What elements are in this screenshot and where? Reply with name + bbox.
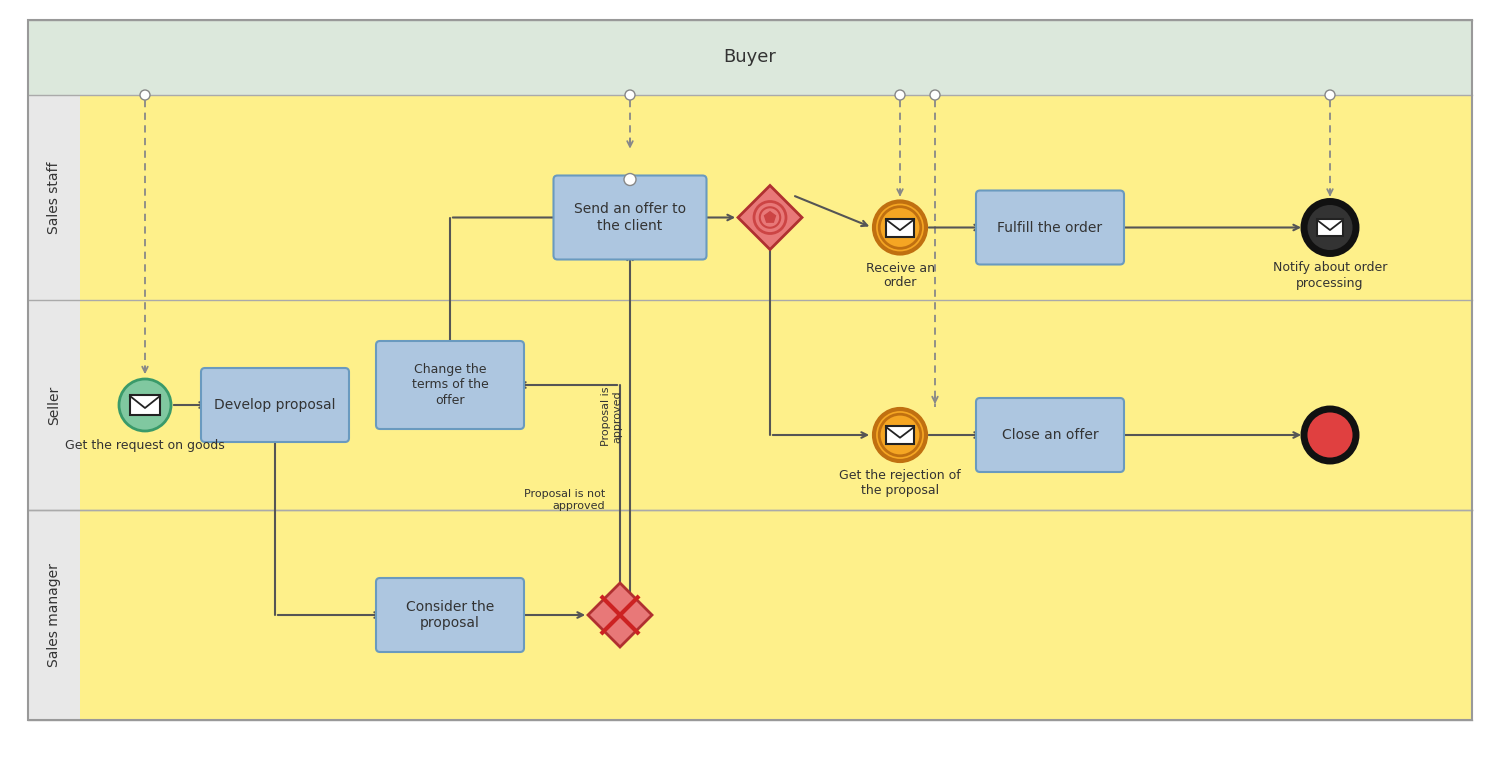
Text: Receive an
order: Receive an order bbox=[865, 262, 934, 289]
Circle shape bbox=[896, 90, 904, 100]
Polygon shape bbox=[738, 186, 802, 249]
Text: Seller: Seller bbox=[46, 385, 62, 425]
Circle shape bbox=[1304, 201, 1356, 254]
Circle shape bbox=[626, 90, 634, 100]
Text: Get the rejection of
the proposal: Get the rejection of the proposal bbox=[839, 469, 962, 497]
FancyBboxPatch shape bbox=[554, 176, 706, 259]
Bar bbox=[28, 95, 1472, 720]
FancyBboxPatch shape bbox=[376, 578, 524, 652]
Text: Get the request on goods: Get the request on goods bbox=[64, 439, 225, 452]
Text: Buyer: Buyer bbox=[723, 49, 777, 67]
FancyBboxPatch shape bbox=[976, 190, 1124, 265]
Bar bbox=[130, 395, 160, 415]
Bar bbox=[886, 218, 914, 237]
Text: Develop proposal: Develop proposal bbox=[214, 398, 336, 412]
Text: Consider the
proposal: Consider the proposal bbox=[406, 600, 494, 630]
Circle shape bbox=[140, 90, 150, 100]
Polygon shape bbox=[588, 583, 652, 647]
Text: Fulfill the order: Fulfill the order bbox=[998, 221, 1102, 235]
Bar bbox=[28, 95, 80, 720]
Bar bbox=[886, 426, 914, 444]
Text: Proposal is
approved: Proposal is approved bbox=[602, 386, 622, 446]
Text: Sales manager: Sales manager bbox=[46, 563, 62, 667]
Circle shape bbox=[1304, 409, 1356, 461]
Text: Sales staff: Sales staff bbox=[46, 161, 62, 234]
Circle shape bbox=[1324, 90, 1335, 100]
FancyBboxPatch shape bbox=[376, 341, 524, 429]
Text: Notify about order
processing: Notify about order processing bbox=[1274, 262, 1388, 289]
Circle shape bbox=[930, 90, 940, 100]
FancyBboxPatch shape bbox=[201, 368, 350, 442]
Text: Proposal is not
approved: Proposal is not approved bbox=[524, 489, 605, 511]
Circle shape bbox=[879, 414, 921, 456]
Bar bbox=[1317, 219, 1342, 236]
Circle shape bbox=[874, 409, 926, 461]
Text: Send an offer to
the client: Send an offer to the client bbox=[574, 202, 686, 233]
Circle shape bbox=[874, 201, 926, 254]
Text: Close an offer: Close an offer bbox=[1002, 428, 1098, 442]
FancyBboxPatch shape bbox=[976, 398, 1124, 472]
Polygon shape bbox=[765, 212, 776, 222]
Circle shape bbox=[879, 207, 921, 248]
Bar bbox=[28, 20, 1472, 95]
Text: Change the
terms of the
offer: Change the terms of the offer bbox=[411, 364, 489, 406]
Circle shape bbox=[118, 379, 171, 431]
Circle shape bbox=[624, 173, 636, 186]
